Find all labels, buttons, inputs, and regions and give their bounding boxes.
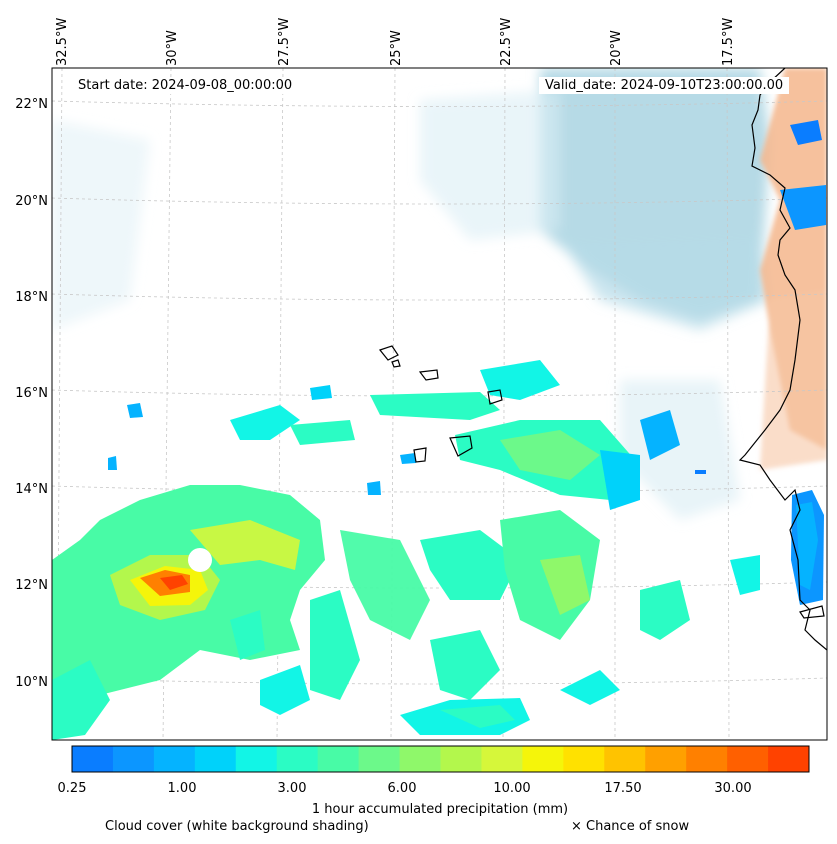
colorbar-swatch [72, 746, 114, 772]
colorbar-swatch [563, 746, 605, 772]
precip-core-max [160, 575, 188, 590]
colorbar-swatch [768, 746, 810, 772]
precipitation-layer [52, 120, 826, 740]
lat-label: 22°N [15, 97, 48, 112]
colorbar-swatch [112, 746, 155, 772]
colorbar-swatch [604, 746, 646, 772]
colorbar-swatch [645, 746, 687, 772]
colorbar-tick-label: 3.00 [277, 781, 307, 796]
colorbar [72, 746, 810, 772]
colorbar-swatch [727, 746, 769, 772]
lon-label: 25°W [389, 30, 404, 66]
land-shading [760, 68, 827, 470]
colorbar-swatch [153, 746, 196, 772]
lon-label: 32.5°W [55, 17, 70, 66]
valid-date-label: Valid_date: 2024-09-10T23:00:00.00 [539, 77, 790, 94]
lon-label: 22.5°W [499, 17, 514, 66]
colorbar-swatch [276, 746, 319, 772]
start-date-label: Start date: 2024-09-08_00:00:00 [72, 77, 299, 94]
colorbar-swatch [686, 746, 728, 772]
africa-coast [738, 68, 827, 651]
snow-note: × Chance of snow [571, 819, 690, 834]
cloud-patch-east-low [620, 380, 740, 520]
lon-label: 27.5°W [277, 17, 292, 66]
colorbar-swatch [194, 746, 237, 772]
lat-label: 18°N [15, 290, 48, 305]
lat-label: 20°N [15, 194, 48, 209]
colorbar-frame [71, 745, 810, 773]
lon-label: 20°W [609, 30, 624, 66]
cloud-cover-note: Cloud cover (white background shading) [105, 819, 369, 834]
precip-west-arm [52, 660, 110, 740]
cloud-patch-band [560, 235, 770, 330]
coastlines [378, 68, 827, 651]
lat-label: 10°N [15, 675, 48, 690]
colorbar-tick-label: 10.00 [493, 781, 531, 796]
lat-label: 14°N [15, 482, 48, 497]
colorbar-title: 1 hour accumulated precipitation (mm) [311, 802, 569, 817]
lon-label: 17.5°W [721, 17, 736, 66]
map-frame [51, 67, 828, 741]
lat-label: 16°N [15, 386, 48, 401]
colorbar-swatch [399, 746, 441, 772]
colorbar-swatch [358, 746, 401, 772]
colorbar-swatch [317, 746, 360, 772]
cloud-patch-faint [420, 90, 560, 240]
precip-west-ring [190, 520, 300, 570]
colorbar-swatch [481, 746, 523, 772]
lon-label: 30°W [165, 30, 180, 66]
colorbar-swatch [522, 746, 564, 772]
cloud-patch-west [52, 120, 150, 330]
colorbar-swatch [235, 746, 278, 772]
colorbar-tick-label: 30.00 [714, 781, 752, 796]
colorbar-tick-label: 1.00 [167, 781, 197, 796]
colorbar-swatch [440, 746, 482, 772]
colorbar-tick-label: 6.00 [387, 781, 417, 796]
colorbar-tick-label: 17.50 [604, 781, 642, 796]
cloud-cover-layer [52, 68, 770, 520]
colorbar-tick-label: 0.25 [57, 781, 87, 796]
lat-label: 12°N [15, 578, 48, 593]
